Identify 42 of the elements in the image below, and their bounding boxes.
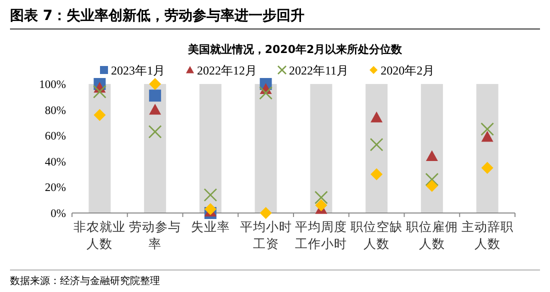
source-note: 数据来源：经济与金融研究院整理 [10,275,160,287]
x-tick-label: 非农就业人数 [74,220,126,251]
x-tick-label: 失业率 [190,219,230,234]
point [314,190,328,204]
y-tick-label: 0% [50,208,66,220]
point [426,180,438,192]
point [149,78,162,90]
x-tick-label: 职位空缺人数 [350,220,403,251]
y-tick-label: 100% [39,79,66,91]
point [480,122,494,136]
point [259,86,273,100]
x-tick-label: 主动辞职人数 [461,219,514,251]
point [149,104,162,115]
legend-label: 2020年2月 [380,64,435,78]
legend-label: 2022年11月 [289,64,349,78]
point [260,207,272,219]
point [148,125,162,138]
point [481,130,494,142]
point [425,172,439,186]
y-tick-label: 40% [44,156,66,168]
point [92,85,106,98]
point [315,199,328,212]
chart-title: 图表 7：失业率创新低，劳动参与率进一步回升 [10,7,305,24]
point [149,90,162,102]
legend-label: 2022年12月 [197,64,257,78]
x-tick-label: 平均小时工资 [240,220,292,251]
point [204,203,216,216]
point [426,150,438,162]
point [94,108,106,121]
point [370,138,384,152]
point [370,168,383,180]
y-tick-label: 20% [44,182,66,194]
point [370,112,383,122]
legend-label: 2023年1月 [111,64,165,78]
x-tick-label: 平均周度工作小时 [295,219,348,251]
point [204,188,218,202]
x-tick-label: 职位雇佣人数 [406,219,458,251]
x-tick-label: 劳动参与率 [129,220,182,251]
point [481,162,494,174]
chart-subtitle: 美国就业情况，2020年2月以来所处分位数 [186,43,404,56]
y-tick-label: 80% [44,104,66,117]
y-tick-label: 60% [44,130,66,143]
